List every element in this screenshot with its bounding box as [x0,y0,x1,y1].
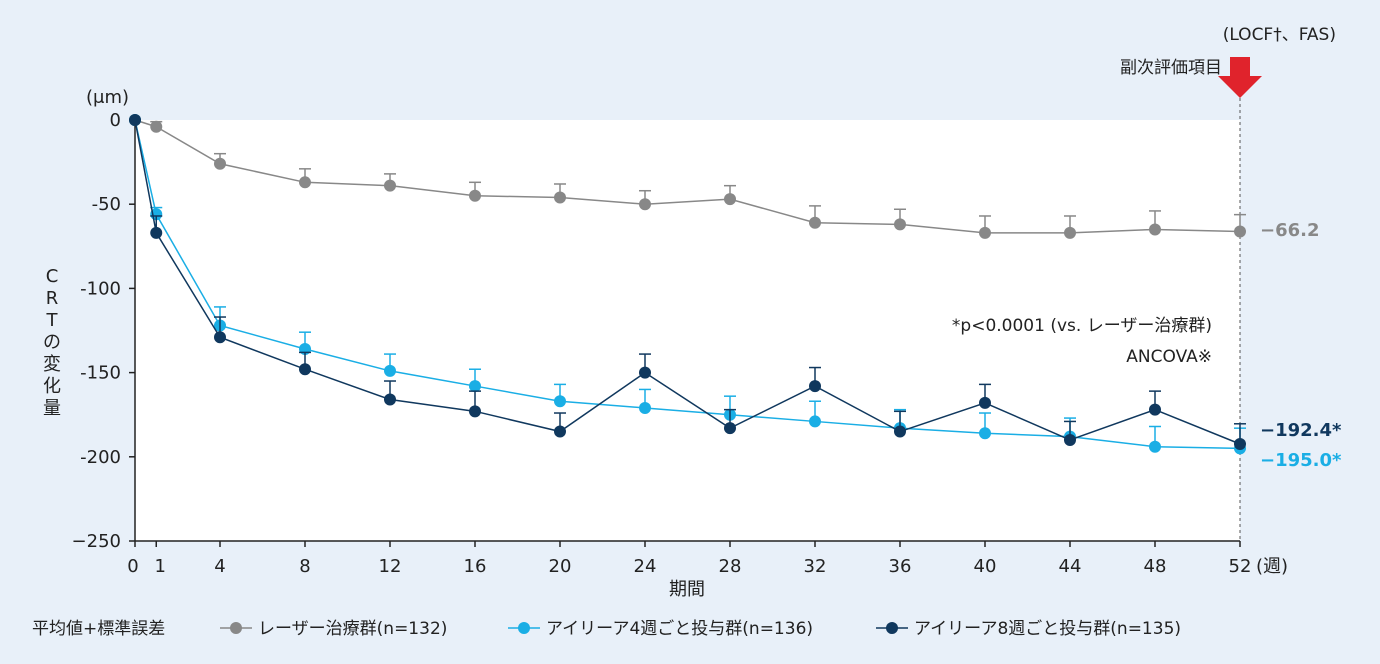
data-point [129,114,141,126]
legend: レーザー治療群(n=132) アイリーア4週ごと投与群(n=136) アイリーア8週… [220,619,1181,639]
axes [134,98,1241,542]
y-tick-label: -100 [80,278,121,299]
legend-marker [886,622,898,634]
y-tick-label: 0 [110,110,121,131]
y-axis-label-char: T [46,310,59,331]
plot-area [135,120,1240,541]
x-tick-label: 28 [719,556,742,577]
data-point [384,364,396,377]
data-point [1234,438,1246,451]
data-point [1149,223,1161,236]
y-ticks: 0 -50 -100 -150 -200 −250 [72,110,135,552]
end-label-q4w: −195.0* [1260,450,1342,471]
data-point [150,226,163,239]
data-point [894,218,906,231]
legend-item-laser: レーザー治療群(n=132) [220,619,447,639]
x-tick-label: 8 [299,556,310,577]
series-q8w [129,114,1246,451]
ancova-note: ANCOVA※ [1126,347,1212,367]
data-point [809,216,821,229]
y-axis-label-char: の [43,332,61,353]
x-tick-label: 1 [155,556,166,577]
x-axis-unit: (週) [1256,556,1288,577]
data-point [639,198,651,211]
y-axis-label-char: R [46,288,59,309]
data-point [554,191,566,204]
secondary-endpoint-label: 副次評価項目 [1120,58,1222,78]
series-laser [129,114,1246,239]
y-axis-unit: (μm) [86,87,129,108]
data-point [554,395,566,408]
x-tick-label: 40 [974,556,997,577]
data-point [384,179,396,192]
legend-label: レーザー治療群(n=132) [258,619,447,639]
data-point [469,405,481,418]
pvalue-note: *p<0.0001 (vs. レーザー治療群) [952,316,1212,336]
y-axis-label-char: 変 [43,354,61,375]
data-point [299,176,311,189]
data-point [469,189,481,202]
data-point [214,157,226,170]
y-axis-label-char: 量 [43,398,61,419]
legend-label: アイリーア8週ごと投与群(n=135) [914,619,1181,639]
x-tick-label: 4 [214,556,225,577]
legend-item-q8w: アイリーア8週ごと投与群(n=135) [876,619,1181,639]
data-point [724,193,736,206]
method-note: (LOCF†、FAS) [1223,25,1336,45]
data-point [1064,226,1076,239]
data-point [469,380,481,393]
x-tick-label: 0 [127,556,138,577]
series-layer [129,114,1246,455]
x-ticks: 0 1 4 8 12 16 20 24 28 32 36 40 44 48 52 [127,541,1251,577]
data-point [724,422,736,435]
end-label-laser: −66.2 [1260,220,1320,241]
y-tick-label: -150 [80,363,121,384]
data-point [809,380,821,393]
data-point [894,425,906,438]
data-point [1149,440,1161,453]
x-tick-label: 36 [889,556,912,577]
x-tick-label: 32 [804,556,827,577]
data-point [299,363,311,376]
data-point [554,425,566,438]
x-tick-label: 20 [549,556,572,577]
legend-stat-label: 平均値+標準誤差 [32,619,165,639]
x-tick-label: 44 [1059,556,1082,577]
secondary-endpoint-arrow-icon [1218,57,1262,98]
end-label-q8w: −192.4* [1260,420,1342,441]
data-point [1234,225,1246,238]
legend-marker [230,622,242,634]
data-point [639,401,651,414]
data-point [1064,433,1076,446]
y-axis-label-char: 化 [43,376,61,397]
end-labels: −66.2 −195.0* −192.4* [1260,220,1342,471]
data-point [979,396,991,409]
x-axis-label: 期間 [669,579,705,600]
y-axis-label-char: C [46,266,59,287]
x-tick-label: 16 [464,556,487,577]
data-point [979,226,991,239]
y-tick-label: -50 [92,194,121,215]
legend-item-q4w: アイリーア4週ごと投与群(n=136) [508,619,813,639]
data-point [150,120,163,133]
legend-label: アイリーア4週ごと投与群(n=136) [546,619,813,639]
data-point [1149,403,1161,416]
y-tick-label: -200 [80,447,121,468]
data-point [979,427,991,440]
data-point [809,415,821,428]
data-point [214,331,226,344]
x-tick-label: 52 [1229,556,1252,577]
x-tick-label: 24 [634,556,657,577]
data-point [639,366,651,379]
legend-marker [518,622,530,634]
x-tick-label: 12 [379,556,402,577]
data-point [384,393,396,406]
y-tick-label: −250 [72,531,121,552]
x-tick-label: 48 [1144,556,1167,577]
